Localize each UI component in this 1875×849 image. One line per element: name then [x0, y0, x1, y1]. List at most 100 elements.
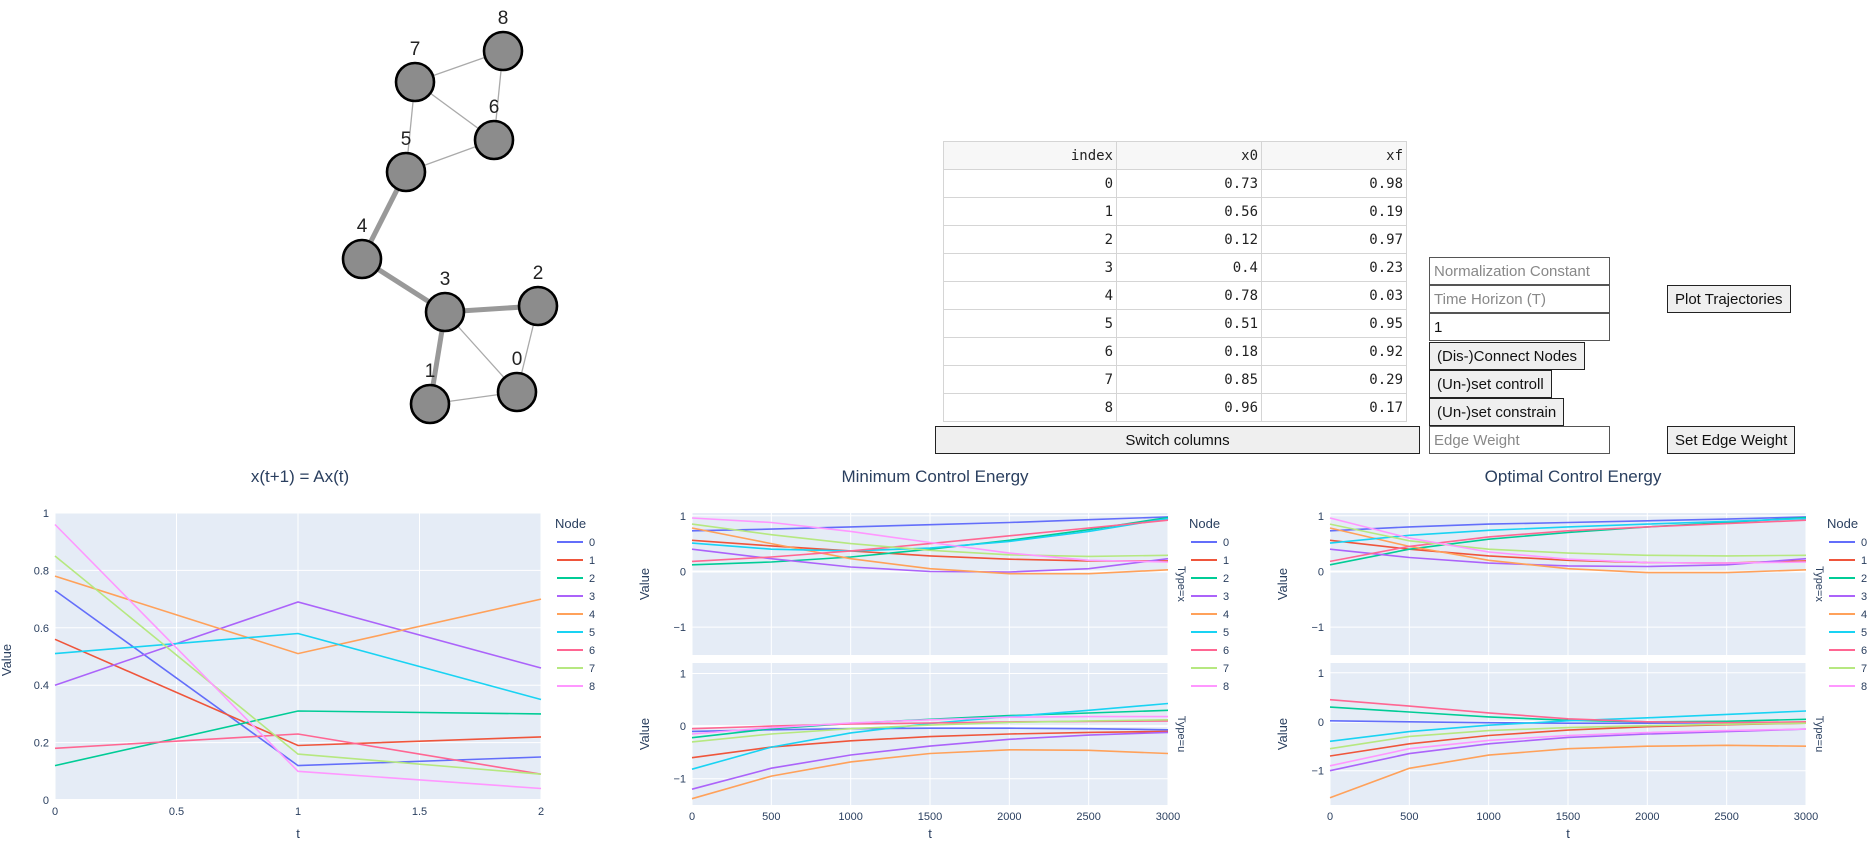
cell-x0[interactable]: 0.85	[1116, 365, 1262, 394]
legend-item-node-4[interactable]: 4	[1223, 609, 1229, 621]
column-header-index[interactable]: index	[943, 141, 1117, 170]
chart2-facet-u-series-line-node-7[interactable]	[691, 719, 1169, 743]
column-header-x0[interactable]: x0	[1116, 141, 1262, 170]
chart1-series-line-node-4[interactable]	[54, 575, 542, 655]
chart3-facet-x-series-line-node-6[interactable]	[1329, 519, 1807, 563]
cell-x0[interactable]: 0.4	[1116, 253, 1262, 282]
chart3-facet-u-series-line-node-7[interactable]	[1329, 722, 1807, 750]
cell-index[interactable]: 1	[943, 197, 1117, 226]
legend-item-node-1[interactable]: 1	[1861, 555, 1867, 567]
legend-item-node-7[interactable]: 7	[589, 663, 595, 675]
legend-item-node-1[interactable]: 1	[1223, 555, 1229, 567]
chart2-facet-x-series-line-node-5[interactable]	[691, 517, 1169, 552]
chart2-facet-u-series-line-node-1[interactable]	[691, 730, 1169, 759]
chart1-series-line-node-1[interactable]	[54, 638, 542, 747]
chart2-facet-x-series-line-node-6[interactable]	[691, 519, 1169, 563]
cell-x0[interactable]: 0.51	[1116, 309, 1262, 338]
chart3-facet-u-series-line-node-4[interactable]	[1329, 744, 1807, 799]
chart3-facet-x-series-line-node-3[interactable]	[1329, 548, 1807, 568]
connect-nodes-button[interactable]: (Dis-)Connect Nodes	[1429, 342, 1586, 370]
chart2-facet-x-series-line-node-1[interactable]	[691, 539, 1168, 562]
graph-node-0[interactable]	[496, 371, 538, 413]
cell-xf[interactable]: 0.03	[1261, 281, 1407, 310]
legend-item-node-2[interactable]: 2	[1223, 573, 1229, 585]
chart2-facet-x-series-line-node-3[interactable]	[691, 548, 1169, 573]
legend-item-node-3[interactable]: 3	[1223, 591, 1229, 603]
chart3-facet-u-series-line-node-5[interactable]	[1329, 710, 1807, 743]
chart1-series-line-node-5[interactable]	[54, 632, 542, 701]
graph-node-6[interactable]	[473, 119, 515, 161]
graph-node-3[interactable]	[424, 291, 466, 333]
cell-xf[interactable]: 0.17	[1261, 393, 1407, 422]
switch-columns-button[interactable]: Switch columns	[935, 426, 1420, 454]
cell-xf[interactable]: 0.23	[1261, 253, 1407, 282]
legend-item-node-0[interactable]: 0	[1861, 537, 1867, 549]
column-header-xf[interactable]: xf	[1261, 141, 1407, 170]
chart2-facet-u-series-line-node-3[interactable]	[691, 731, 1169, 790]
time-horizon-input[interactable]	[1429, 285, 1610, 313]
legend-item-node-8[interactable]: 8	[1861, 681, 1867, 693]
normalization-constant-input[interactable]	[1429, 257, 1610, 285]
legend-item-node-3[interactable]: 3	[589, 591, 595, 603]
legend-item-node-8[interactable]: 8	[1223, 681, 1229, 693]
chart2-facet-x-series-line-node-2[interactable]	[691, 516, 1169, 566]
legend-item-node-6[interactable]: 6	[589, 645, 595, 657]
chart1-series-line-node-2[interactable]	[54, 710, 542, 767]
cell-x0[interactable]: 0.56	[1116, 197, 1262, 226]
legend-item-node-5[interactable]: 5	[1861, 627, 1867, 639]
cell-index[interactable]: 7	[943, 365, 1117, 394]
chart3-facet-x-series-line-node-4[interactable]	[1329, 527, 1807, 574]
chart2-facet-u-series-line-node-4[interactable]	[691, 748, 1169, 800]
node-selection-input[interactable]	[1429, 313, 1610, 341]
legend-item-node-8[interactable]: 8	[589, 681, 595, 693]
chart2-facet-x-series-line-node-4[interactable]	[691, 527, 1169, 575]
chart1-series-line-node-3[interactable]	[54, 601, 542, 686]
graph-node-2[interactable]	[517, 285, 559, 327]
chart2-facet-u-series-line-node-0[interactable]	[691, 727, 1169, 733]
chart3-facet-u-series-line-node-2[interactable]	[1329, 706, 1807, 723]
chart3-facet-u-series-line-node-8[interactable]	[1329, 728, 1807, 767]
cell-index[interactable]: 3	[943, 253, 1117, 282]
legend-item-node-6[interactable]: 6	[1223, 645, 1229, 657]
cell-xf[interactable]: 0.98	[1261, 169, 1407, 198]
cell-x0[interactable]: 0.18	[1116, 337, 1262, 366]
set-edge-weight-button[interactable]: Set Edge Weight	[1667, 426, 1796, 454]
cell-x0[interactable]: 0.78	[1116, 281, 1262, 310]
cell-xf[interactable]: 0.29	[1261, 365, 1407, 394]
chart2-facet-x-series-line-node-8[interactable]	[691, 517, 1169, 563]
legend-item-node-5[interactable]: 5	[589, 627, 595, 639]
graph-node-5[interactable]	[385, 151, 427, 193]
chart1-series-line-node-8[interactable]	[54, 523, 542, 790]
plot-trajectories-button[interactable]: Plot Trajectories	[1667, 285, 1791, 313]
legend-item-node-4[interactable]: 4	[589, 609, 595, 621]
chart1-series-line-node-6[interactable]	[54, 733, 542, 775]
legend-item-node-7[interactable]: 7	[1861, 663, 1867, 675]
cell-x0[interactable]: 0.12	[1116, 225, 1262, 254]
chart3-facet-u-series-line-node-3[interactable]	[1329, 728, 1807, 772]
chart2-facet-x-series-line-node-0[interactable]	[691, 516, 1169, 532]
edge-weight-input[interactable]	[1429, 426, 1610, 454]
chart2-facet-u-series-line-node-2[interactable]	[691, 709, 1169, 739]
chart3-facet-x-series-line-node-1[interactable]	[1329, 539, 1807, 564]
chart3-facet-x-series-line-node-5[interactable]	[1329, 517, 1807, 544]
chart2-facet-u-series-line-node-5[interactable]	[691, 702, 1169, 770]
chart3-facet-u-series-line-node-6[interactable]	[1329, 698, 1807, 724]
cell-xf[interactable]: 0.92	[1261, 337, 1407, 366]
cell-x0[interactable]: 0.73	[1116, 169, 1262, 198]
graph-node-7[interactable]	[394, 61, 436, 103]
chart2-facet-x-series-line-node-7[interactable]	[691, 523, 1169, 558]
legend-item-node-5[interactable]: 5	[1223, 627, 1229, 639]
chart3-facet-x-series-line-node-7[interactable]	[1329, 523, 1807, 557]
graph-node-4[interactable]	[341, 238, 383, 280]
chart3-facet-u-series-line-node-0[interactable]	[1329, 720, 1806, 725]
legend-item-node-3[interactable]: 3	[1861, 591, 1867, 603]
chart1-series-line-node-0[interactable]	[54, 589, 542, 767]
set-constrain-button[interactable]: (Un-)set constrain	[1429, 398, 1565, 426]
cell-index[interactable]: 4	[943, 281, 1117, 310]
legend-item-node-0[interactable]: 0	[1223, 537, 1229, 549]
cell-xf[interactable]: 0.97	[1261, 225, 1407, 254]
legend-item-node-2[interactable]: 2	[1861, 573, 1867, 585]
chart2-facet-u-series-line-node-8[interactable]	[691, 715, 1168, 735]
cell-xf[interactable]: 0.95	[1261, 309, 1407, 338]
chart3-facet-u-series-line-node-1[interactable]	[1329, 722, 1807, 757]
